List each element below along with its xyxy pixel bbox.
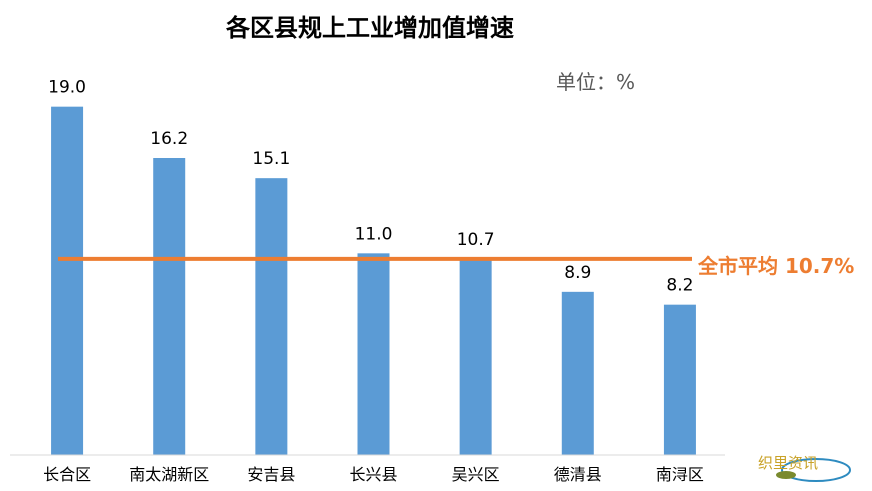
value-label-4: 10.7 xyxy=(457,230,495,250)
category-label-1: 南太湖新区 xyxy=(129,465,209,484)
bar-5 xyxy=(561,291,594,455)
unit-label: 单位：% xyxy=(556,70,636,94)
bar-6 xyxy=(663,304,696,455)
value-label-6: 8.2 xyxy=(666,276,693,296)
bar-1 xyxy=(153,158,186,455)
chart-title: 各区县规上工业增加值增速 xyxy=(226,14,514,42)
bar-2 xyxy=(255,178,288,455)
value-label-0: 19.0 xyxy=(48,78,86,98)
watermark-logo: 织里资讯 xyxy=(758,454,851,482)
value-label-2: 15.1 xyxy=(252,149,290,169)
category-label-0: 长合区 xyxy=(43,465,91,484)
category-label-3: 长兴县 xyxy=(349,465,397,484)
average-label: 全市平均 10.7% xyxy=(698,254,855,278)
value-label-1: 16.2 xyxy=(150,129,188,149)
category-label-4: 吴兴区 xyxy=(452,465,500,484)
watermark-text: 织里资讯 xyxy=(758,454,818,472)
bar-4 xyxy=(459,258,492,455)
value-label-5: 8.9 xyxy=(564,263,591,283)
category-label-5: 德清县 xyxy=(554,465,602,484)
bar-3 xyxy=(357,253,390,455)
bar-0 xyxy=(51,106,84,456)
value-label-3: 11.0 xyxy=(355,224,393,244)
category-label-2: 安吉县 xyxy=(247,465,295,484)
category-label-6: 南浔区 xyxy=(656,465,704,484)
